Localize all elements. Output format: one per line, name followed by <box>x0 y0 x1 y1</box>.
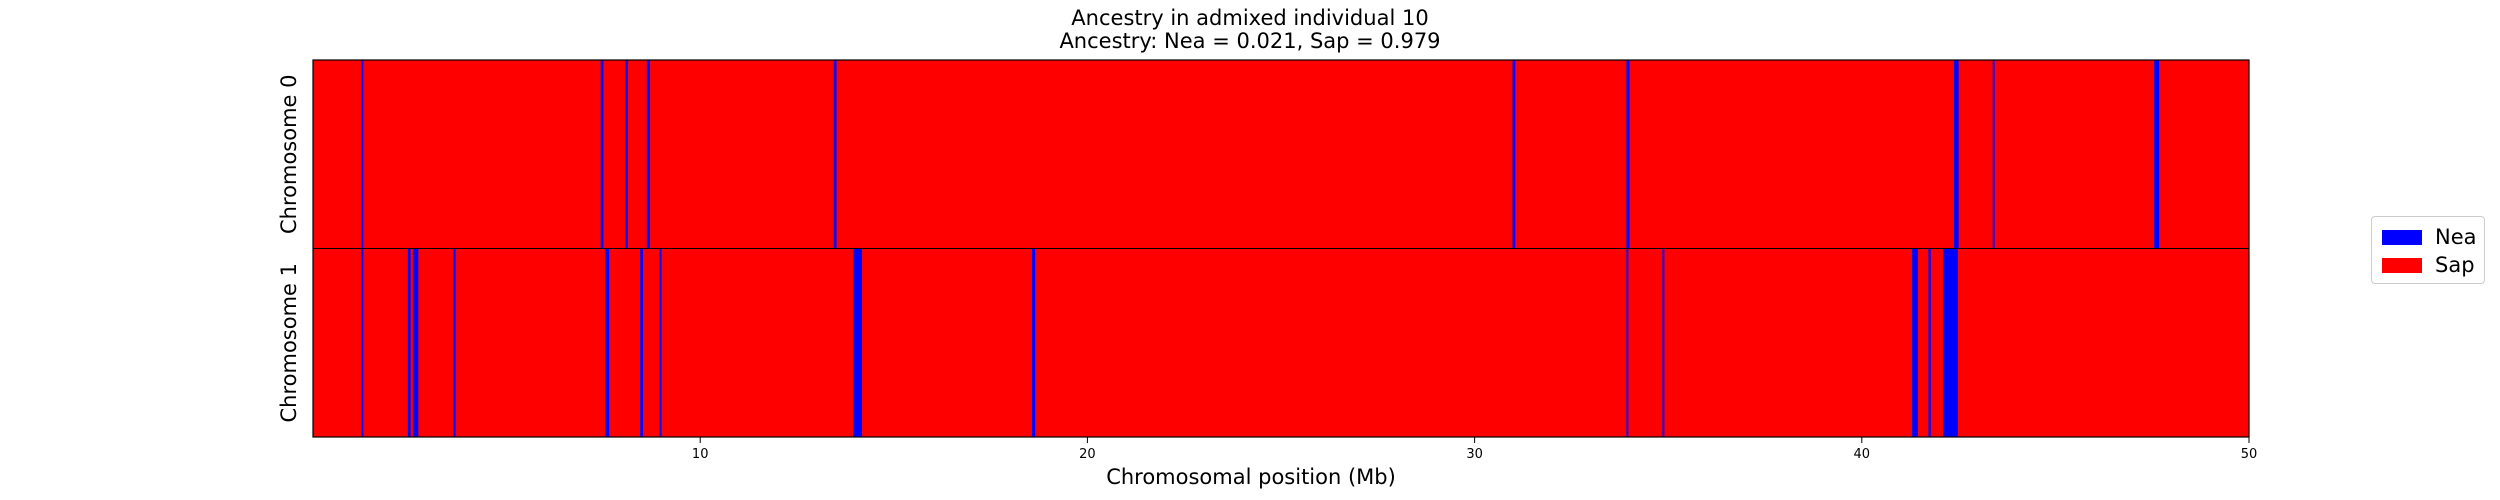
legend-entry-sap: Sap <box>2382 252 2475 278</box>
row-label-1: Chromosome 1 <box>277 263 301 423</box>
x-tick-label-3: 40 <box>1854 447 1871 462</box>
nea-segment-row1-0 <box>361 248 364 437</box>
nea-segment-row0-2 <box>625 60 628 249</box>
nea-segment-row1-11 <box>1912 248 1918 437</box>
legend-label-nea: Nea <box>2435 225 2477 249</box>
nea-segment-row0-7 <box>1953 60 1959 249</box>
legend-swatch-nea <box>2382 229 2422 245</box>
nea-segment-row1-2 <box>412 248 419 437</box>
nea-segment-row1-8 <box>1032 248 1036 437</box>
chart-title-line-1: Ancestry in admixed individual 10 <box>1071 6 1428 30</box>
nea-segment-row1-4 <box>605 248 610 437</box>
nea-segment-row0-9 <box>2154 60 2160 249</box>
x-tick-label-1: 20 <box>1079 447 1096 462</box>
nea-segment-row0-5 <box>1512 60 1516 249</box>
nea-segment-row1-5 <box>640 248 643 437</box>
row-label-0: Chromosome 0 <box>277 75 301 235</box>
nea-segment-row0-1 <box>600 60 604 249</box>
nea-segment-row0-8 <box>1992 60 1995 249</box>
nea-segment-row1-10 <box>1662 248 1665 437</box>
x-axis-label: Chromosomal position (Mb) <box>1106 465 1396 489</box>
legend-label-sap: Sap <box>2435 253 2475 277</box>
chart-title-line-2: Ancestry: Nea = 0.021, Sap = 0.979 <box>1059 29 1440 53</box>
row-background-0 <box>313 60 2249 249</box>
nea-segment-row0-0 <box>361 60 364 249</box>
nea-segment-row0-6 <box>1626 60 1630 249</box>
legend: Nea Sap <box>2371 216 2485 284</box>
x-tick-label-4: 50 <box>2241 447 2258 462</box>
nea-segment-row1-7 <box>853 248 863 437</box>
nea-segment-row1-3 <box>453 248 456 437</box>
nea-segment-row1-6 <box>659 248 662 437</box>
plot-frame <box>312 59 2250 438</box>
nea-segment-row1-9 <box>1626 248 1629 437</box>
row-background-1 <box>313 248 2249 437</box>
x-tick-label-2: 30 <box>1466 447 1483 462</box>
nea-segment-row1-13 <box>1943 248 1958 437</box>
x-tick-label-0: 10 <box>692 447 709 462</box>
nea-segment-row0-4 <box>833 60 837 249</box>
legend-entry-nea: Nea <box>2382 224 2477 250</box>
nea-segment-row1-1 <box>407 248 411 437</box>
nea-segment-row0-3 <box>646 60 650 249</box>
legend-swatch-sap <box>2382 257 2422 273</box>
nea-segment-row1-12 <box>1928 248 1931 437</box>
plot-area: Chromosome 0 Chromosome 1 10 20 30 40 50 <box>277 59 2258 462</box>
